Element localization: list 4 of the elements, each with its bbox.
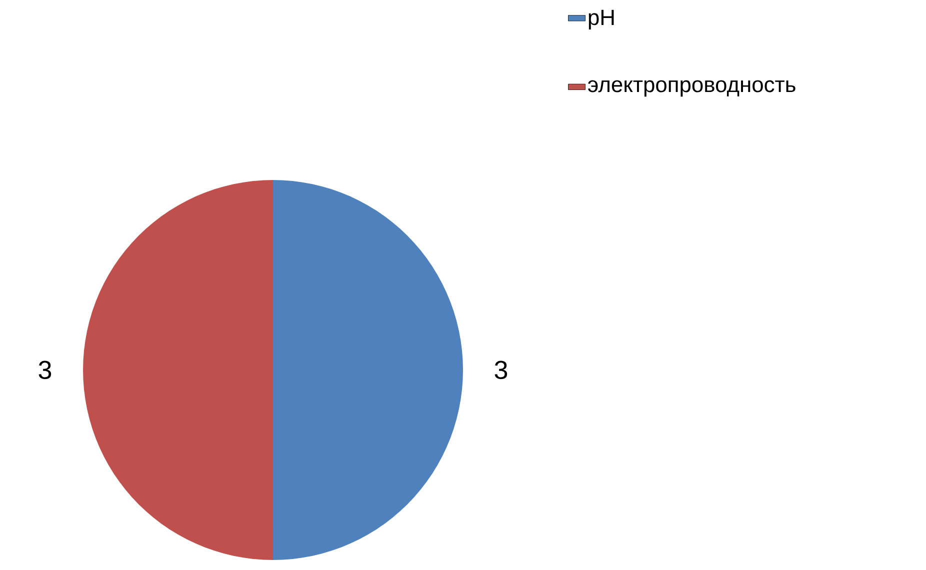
data-label: 3 (38, 360, 52, 380)
data-label: 3 (494, 360, 508, 380)
legend-label: электропроводность (588, 80, 796, 97)
legend-label: pH (588, 10, 614, 30)
